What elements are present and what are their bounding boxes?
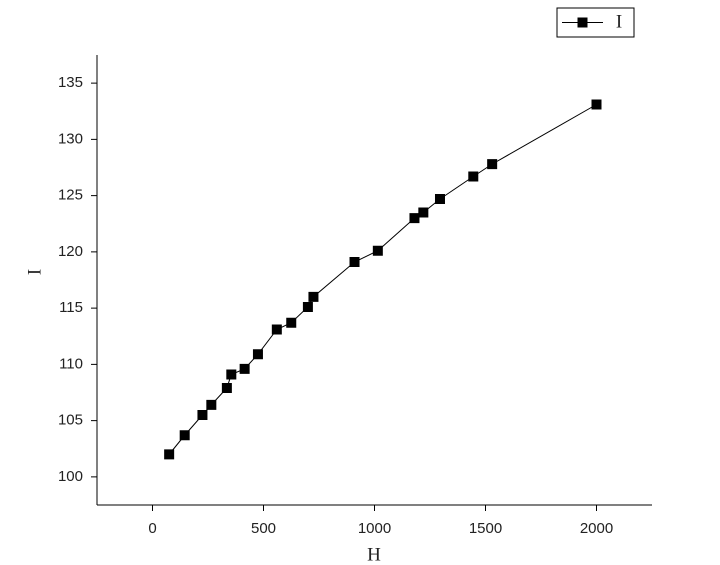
- y-tick-label: 100: [58, 468, 83, 485]
- marker: [591, 99, 602, 110]
- legend-box: [556, 7, 635, 38]
- marker: [221, 383, 232, 393]
- x-tick-label: 500: [251, 520, 276, 537]
- marker: [487, 159, 498, 170]
- x-axis-title: H: [367, 544, 381, 565]
- y-tick-label: 120: [58, 243, 83, 260]
- legend-label: I: [616, 11, 622, 32]
- y-tick-label: 110: [59, 355, 83, 372]
- y-tick-label: 115: [59, 299, 83, 316]
- y-tick-label: 125: [58, 187, 83, 204]
- y-axis-title: I: [24, 269, 45, 275]
- y-tick-label: 105: [58, 412, 83, 429]
- marker: [206, 399, 217, 410]
- marker: [179, 430, 190, 441]
- marker: [434, 194, 445, 204]
- y-tick-label: 135: [58, 74, 83, 91]
- marker: [468, 171, 479, 182]
- marker: [239, 363, 250, 374]
- marker: [252, 349, 263, 360]
- marker: [197, 410, 208, 420]
- marker: [226, 369, 237, 380]
- marker: [302, 302, 313, 312]
- x-tick-label: 1000: [358, 520, 391, 537]
- marker: [409, 213, 420, 224]
- marker: [286, 317, 297, 328]
- y-tick-label: 130: [58, 130, 83, 147]
- legend-marker: [577, 17, 588, 28]
- marker: [271, 324, 282, 335]
- x-tick-label: 0: [148, 520, 156, 537]
- x-tick-label: 1500: [469, 520, 502, 537]
- marker: [164, 449, 175, 460]
- marker: [372, 245, 383, 256]
- marker: [418, 207, 429, 218]
- x-tick-label: 2000: [580, 520, 613, 537]
- series-line: [168, 104, 597, 455]
- marker: [349, 257, 360, 267]
- marker: [308, 291, 319, 302]
